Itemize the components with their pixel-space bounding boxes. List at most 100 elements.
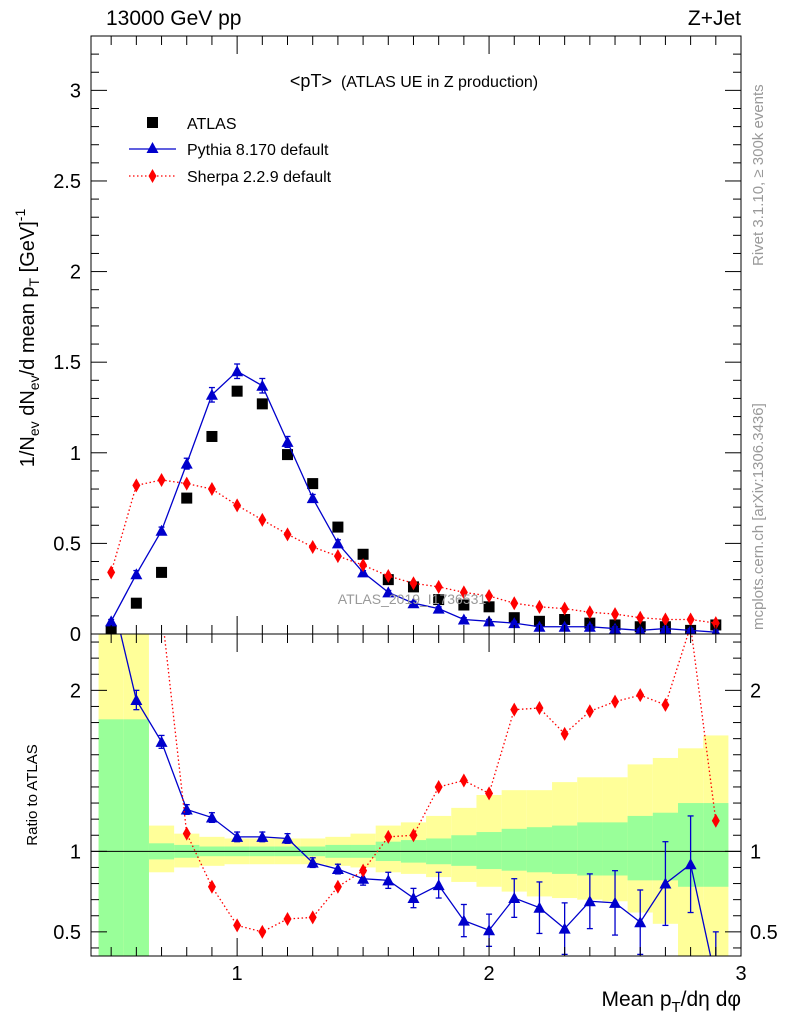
ratio-series-sherpa-2-2-9-default-point (333, 879, 342, 894)
main-x-axis (110, 36, 717, 634)
ratio-series-sherpa-2-2-9-default-point (510, 702, 519, 717)
main-ytick-label: 0 (70, 624, 81, 646)
main-series-pythia-8-170-default-point (105, 615, 118, 627)
chart-title-sub: (ATLAS UE in Z production) (341, 74, 538, 91)
ratio-series-pythia-8-170-default-point (457, 914, 470, 926)
side-text-rivet: Rivet 3.1.10, ≥ 300k events (750, 84, 767, 266)
main-series-atlas-point (307, 478, 319, 490)
header-right: Z+Jet (688, 7, 741, 30)
ratio-series-sherpa-2-2-9-default-point (182, 826, 191, 841)
main-y-label: 1/Nev dNev/d mean pT [GeV]-1 (12, 209, 42, 468)
ratio-series-pythia-8-170-default-point (508, 892, 521, 904)
main-series-atlas-point (206, 430, 218, 442)
ratio-xtick-label: 3 (735, 963, 746, 985)
band-stat-bin (501, 828, 527, 871)
ratio-series-pythia-8-170-default-point (155, 735, 168, 747)
main-series-pythia-8-170-default-point (281, 435, 294, 447)
ratio-series-pythia-8-170-default-point (659, 877, 672, 889)
ratio-plot-area (91, 634, 741, 956)
main-series-pythia-8-170-default-point (256, 379, 269, 391)
ratio-series-pythia-8-170-default-point (331, 863, 344, 875)
band-stat-bin (451, 835, 477, 866)
band-stat-bin (476, 832, 502, 870)
main-series-pythia-8-170-default-point (432, 602, 445, 614)
main-series-sherpa-2-2-9-default-point (308, 540, 317, 555)
main-series-sherpa-2-2-9-default-point (510, 596, 519, 611)
ratio-series-pythia-8-170-default-point (483, 924, 496, 936)
ratio-series-pythia-8-170-default-point (256, 830, 269, 842)
main-series-sherpa-2-2-9-default-point (485, 588, 494, 603)
ratio-panel: 0.5 0.5 1 1 2 2 1 2 3 (53, 634, 778, 985)
main-series-atlas-point (433, 594, 445, 606)
main-series-sherpa-2-2-9-default-point (107, 565, 116, 580)
ratio-series-pythia-8-170-default-point (583, 895, 596, 907)
ratio-series-pythia-8-170-default-point (407, 892, 420, 904)
ratio-series-sherpa-2-2-9-default-point (207, 879, 216, 894)
band-stat-bin (602, 822, 628, 876)
ratio-xtick-label: 1 (232, 963, 243, 985)
ratio-y-axis: 0.5 0.5 1 1 2 2 (53, 641, 778, 949)
main-series-atlas-point (357, 548, 369, 560)
ratio-series-sherpa-2-2-9-default-point (283, 911, 292, 926)
chart-title: <pT> (ATLAS UE in Z production) (290, 71, 538, 91)
main-ytick-label: 1.5 (53, 352, 81, 374)
main-series-sherpa-2-2-9-default (107, 472, 720, 631)
ratio-series-pythia-8-170-default-point (231, 830, 244, 842)
main-series-pythia-8-170-default-point (306, 492, 319, 504)
ratio-x-axis: 1 2 3 (110, 634, 747, 985)
ratio-series-sherpa-2-2-9-default-point (384, 829, 393, 844)
main-series-sherpa-2-2-9-default-point (611, 607, 620, 622)
ratio-series-sherpa-2-2-9-default-point (459, 773, 468, 788)
ratio-series-pythia-8-170-default-point (382, 874, 395, 886)
main-series-sherpa-2-2-9-default-point (384, 569, 393, 584)
main-series-sherpa-2-2-9-default-point (233, 498, 242, 513)
ratio-series-pythia-8-170-default-point (634, 916, 647, 928)
main-series-sherpa-2-2-9-default-point (333, 549, 342, 564)
ratio-series-pythia-8-170-default-point (533, 901, 546, 913)
ratio-series-sherpa-2-2-9-default-point (636, 688, 645, 703)
band-stat-bin (627, 815, 653, 881)
chart-title-main: <pT> (290, 71, 332, 91)
header-left: 13000 GeV pp (106, 7, 241, 30)
main-y-axis: 0 0.5 1 1.5 2 2.5 3 (53, 35, 741, 646)
band-stat-bin (123, 719, 149, 956)
ratio-series-sherpa-2-2-9-default-point (585, 704, 594, 719)
main-series-sherpa-2-2-9-default-point (207, 482, 216, 497)
ratio-series-sherpa-2-2-9-default-point (485, 786, 494, 801)
main-panel: 0 0.5 1 1.5 2 2.5 3 (53, 35, 741, 646)
main-series-sherpa-2-2-9-default-point (132, 478, 141, 493)
main-series-sherpa-2-2-9-default-point (157, 472, 166, 487)
ratio-series-pythia-8-170-default-point (306, 856, 319, 868)
main-series-pythia-8-170-default-point (331, 537, 344, 549)
side-text-mcplots: mcplots.cern.ch [arXiv:1306.3436] (750, 403, 767, 630)
ratio-series-pythia-8-170-default-point (432, 879, 445, 891)
main-series-sherpa-2-2-9-default-point (182, 476, 191, 491)
legend-pythia-marker (146, 142, 159, 153)
main-series-sherpa-2-2-9-default-point (560, 601, 569, 616)
ratio-ytick-label: 1 (70, 841, 81, 863)
main-series-sherpa-2-2-9-default-point (636, 610, 645, 625)
legend-pythia-label: Pythia 8.170 default (187, 142, 329, 159)
ratio-xtick-label: 2 (483, 963, 494, 985)
main-series-sherpa-2-2-9-default-point (535, 599, 544, 614)
main-series-pythia-8-170-default-point (130, 568, 143, 580)
ratio-series-sherpa-2-2-9-default (163, 634, 720, 939)
main-series-pythia-8-170-default-point (457, 613, 470, 625)
band-stat-bin (552, 825, 578, 874)
main-ytick-label: 2.5 (53, 171, 81, 193)
ratio-series-pythia-8-170-default-point (609, 896, 622, 908)
ratio-series-sherpa-2-2-9-default-point (258, 924, 267, 939)
main-series-atlas-point (231, 385, 243, 397)
ratio-ytick-label: 0.5 (53, 922, 81, 944)
main-series-atlas-point (332, 521, 344, 533)
ratio-series-sherpa-2-2-9-default-point (535, 701, 544, 716)
main-ytick-label: 0.5 (53, 533, 81, 555)
main-series-sherpa-2-2-9-default-point (409, 576, 418, 591)
main-series-sherpa-2-2-9-default-point (711, 616, 720, 631)
legend: ATLAS Pythia 8.170 default Sherpa 2.2.9 … (129, 116, 332, 186)
ratio-series-pythia-8-170-default-point (130, 694, 143, 706)
main-series-atlas-point (256, 398, 268, 410)
legend-sherpa-marker (148, 169, 157, 183)
ratio-series-pythia-8-170-default (120, 634, 719, 956)
